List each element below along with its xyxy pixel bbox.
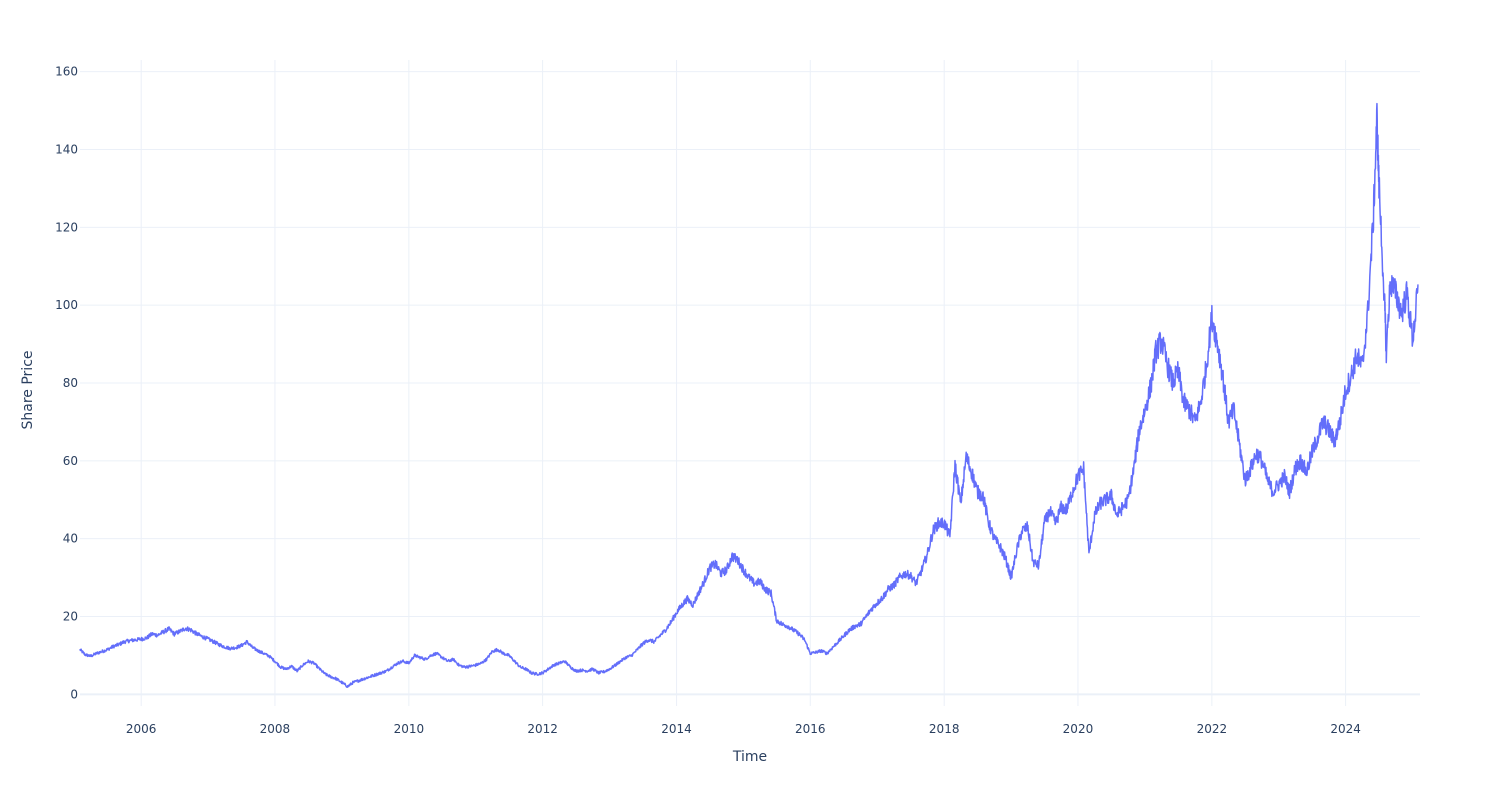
y-tick-label: 140 [55,143,78,157]
x-tick-label: 2014 [661,722,692,736]
x-tick-label: 2016 [795,722,826,736]
x-tick-label: 2018 [929,722,960,736]
tick-labels: 0 20 40 60 80 100 120 140 160 2006 2008 2010 2012 201… [55,65,1361,736]
y-tick-label: 160 [55,65,78,79]
y-tick-label: 80 [63,376,78,390]
x-tick-label: 2012 [527,722,558,736]
x-tick-label: 2024 [1330,722,1361,736]
y-tick-label: 100 [55,298,78,312]
y-tick-label: 120 [55,220,78,234]
grid-lines [80,60,1420,706]
x-tick-label: 2020 [1063,722,1094,736]
x-tick-label: 2006 [126,722,157,736]
x-tick-label: 2022 [1197,722,1228,736]
x-tick-label: 2008 [260,722,291,736]
x-tick-label: 2010 [394,722,425,736]
x-axis-title: Time [732,749,767,765]
y-tick-label: 60 [63,454,78,468]
y-tick-label: 0 [70,687,78,701]
y-tick-label: 20 [63,609,78,623]
y-tick-label: 40 [63,532,78,546]
y-axis-title: Share Price [20,350,36,429]
series-layer [79,102,1419,689]
price-line [79,102,1419,689]
